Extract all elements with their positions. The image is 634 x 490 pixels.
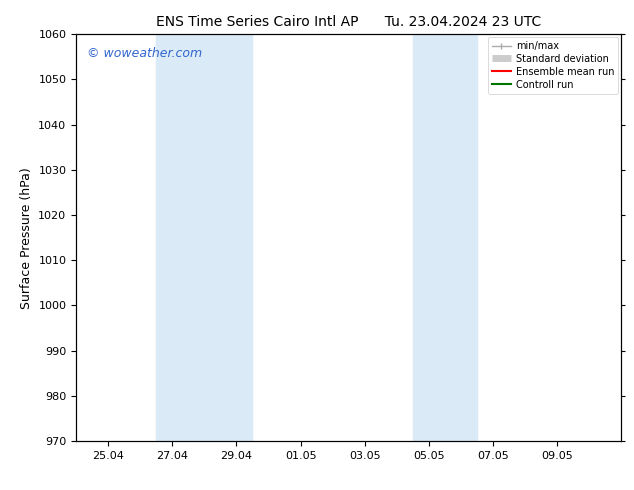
Bar <box>413 34 477 441</box>
Legend: min/max, Standard deviation, Ensemble mean run, Controll run: min/max, Standard deviation, Ensemble me… <box>488 37 618 94</box>
Bar <box>156 34 252 441</box>
Y-axis label: Surface Pressure (hPa): Surface Pressure (hPa) <box>20 167 33 309</box>
Title: ENS Time Series Cairo Intl AP      Tu. 23.04.2024 23 UTC: ENS Time Series Cairo Intl AP Tu. 23.04.… <box>156 15 541 29</box>
Text: © woweather.com: © woweather.com <box>87 47 202 59</box>
